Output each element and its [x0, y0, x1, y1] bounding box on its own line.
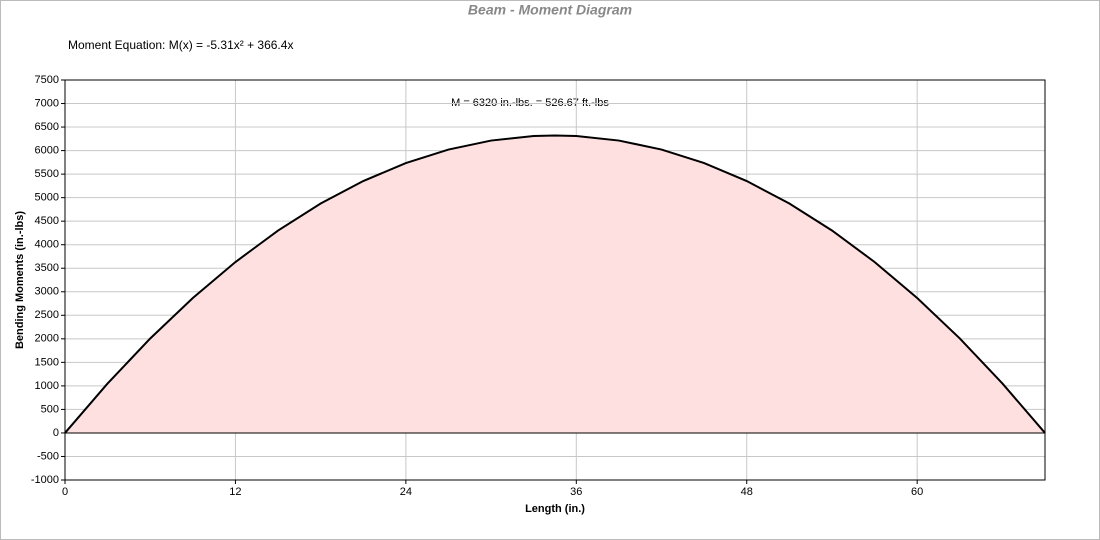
- max-annotation: M = 6320 in.-lbs. = 526.67 ft.-lbs: [451, 97, 609, 109]
- y-tick-label: 2500: [35, 309, 59, 321]
- x-tick-label: 60: [911, 486, 923, 498]
- y-tick-label: 4000: [35, 239, 59, 251]
- chart-title: Beam - Moment Diagram: [468, 2, 632, 18]
- x-tick-label: 24: [400, 486, 412, 498]
- y-tick-label: 1500: [35, 356, 59, 368]
- y-tick-label: 3000: [35, 286, 59, 298]
- equation: Moment Equation: M(x) = -5.31x² + 366.4x: [68, 38, 293, 52]
- x-tick-label: 0: [62, 486, 68, 498]
- y-tick-label: 0: [53, 427, 59, 439]
- y-tick-label: 7000: [35, 97, 59, 109]
- y-tick-label: 6500: [35, 121, 59, 133]
- y-tick-label: 7500: [35, 74, 59, 86]
- plot-border: [64, 79, 1046, 481]
- moment-line: [64, 134, 1046, 434]
- y-tick-label: -1000: [31, 474, 59, 486]
- y-tick-label: 1000: [35, 380, 59, 392]
- y-tick-label: 3500: [35, 262, 59, 274]
- y-tick-label: 4500: [35, 215, 59, 227]
- area-fill: [65, 135, 1045, 433]
- y-tick-label: 5000: [35, 192, 59, 204]
- x-tick-label: 48: [741, 486, 753, 498]
- y-tick-label: 6000: [35, 144, 59, 156]
- y-tick-label: 500: [41, 403, 59, 415]
- x-tick-label: 12: [229, 486, 241, 498]
- x-axis-label: Length (in.): [525, 503, 585, 515]
- y-axis-label: Bending Moments (in.-lbs): [14, 211, 26, 349]
- x-tick-label: 36: [570, 486, 582, 498]
- y-tick-label: -500: [37, 450, 59, 462]
- y-tick-label: 2000: [35, 333, 59, 345]
- y-tick-label: 5500: [35, 168, 59, 180]
